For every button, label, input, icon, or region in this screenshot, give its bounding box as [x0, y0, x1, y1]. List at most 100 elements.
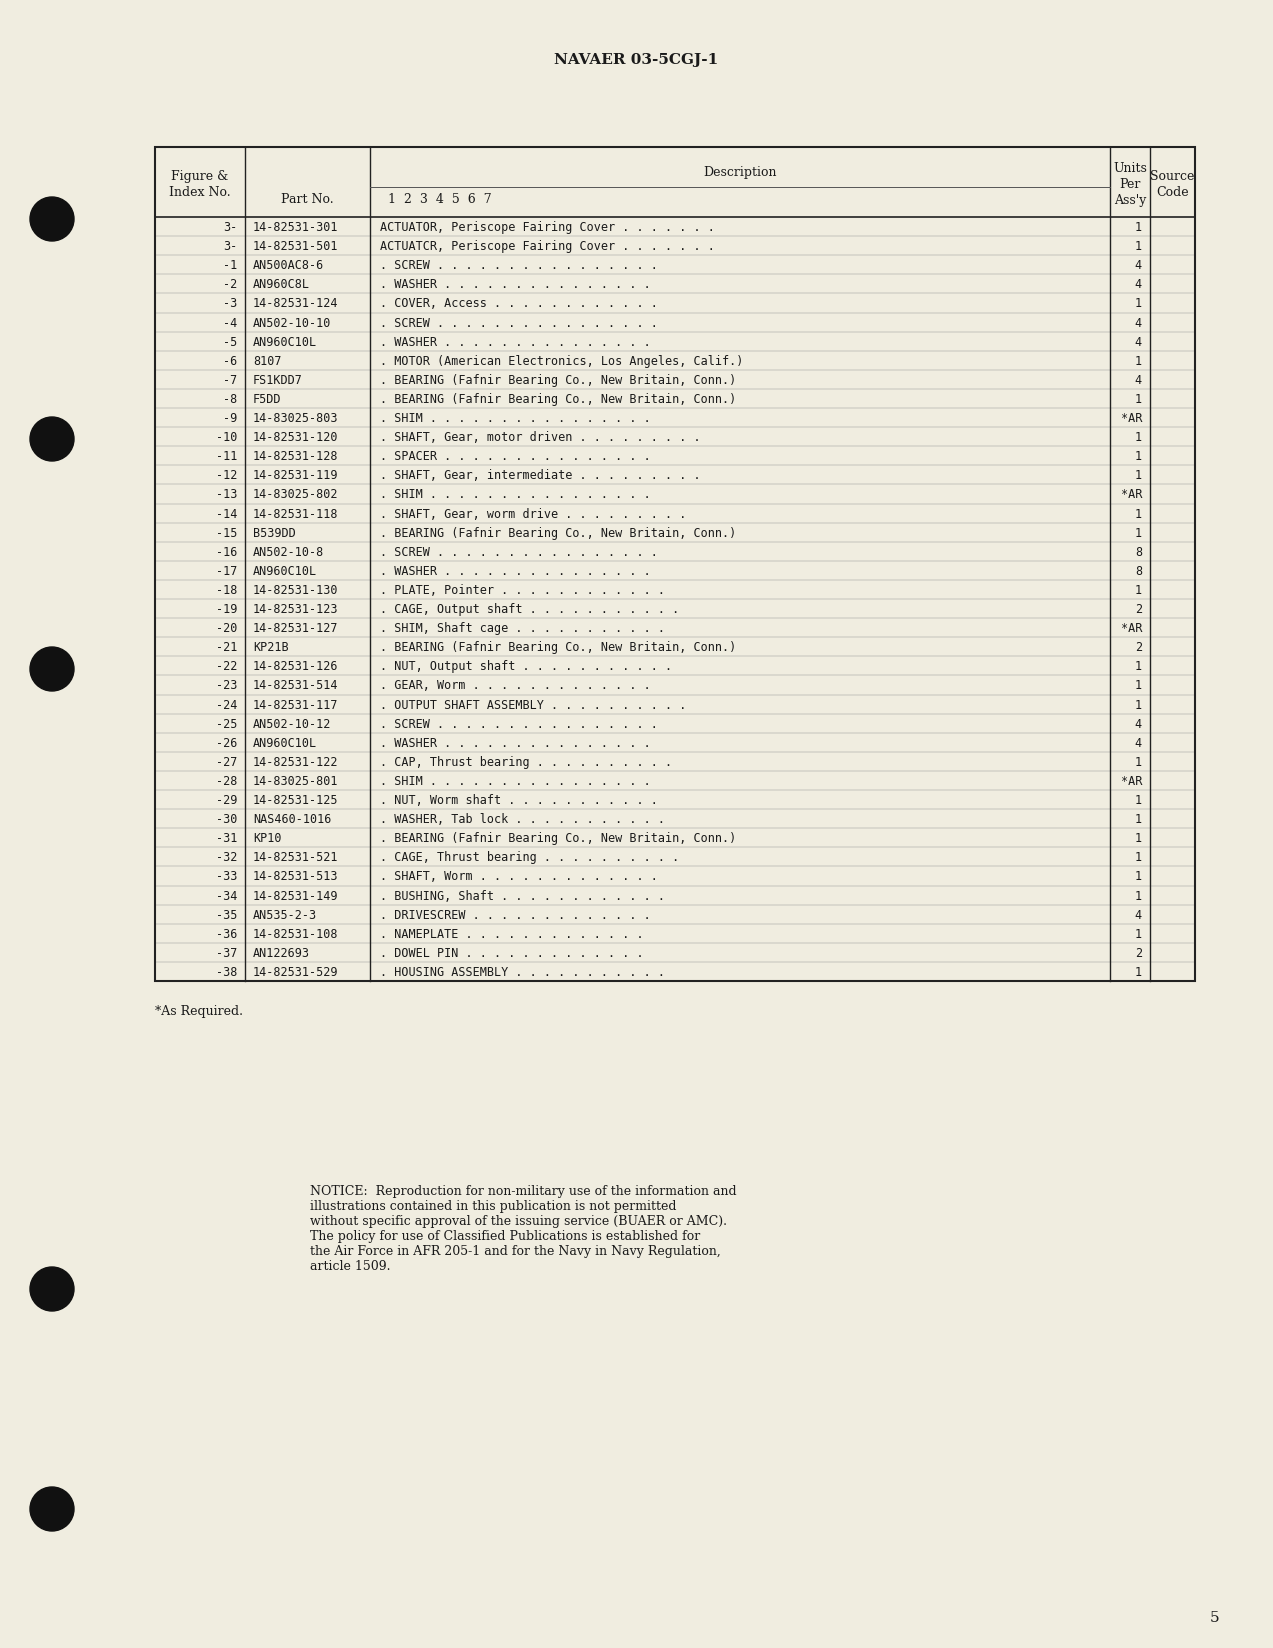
Text: NAS460-1016: NAS460-1016 — [253, 812, 331, 826]
Text: -13: -13 — [215, 488, 237, 501]
Text: Per: Per — [1119, 178, 1141, 191]
Text: NAVAER 03-5CGJ-1: NAVAER 03-5CGJ-1 — [554, 53, 719, 68]
Circle shape — [31, 417, 74, 461]
Text: 1: 1 — [1134, 583, 1142, 597]
Text: 14-82531-120: 14-82531-120 — [253, 430, 339, 443]
Text: -16: -16 — [215, 545, 237, 559]
Text: -30: -30 — [215, 812, 237, 826]
Text: 14-82531-149: 14-82531-149 — [253, 888, 339, 901]
Text: 4: 4 — [1134, 908, 1142, 921]
Text: . CAP, Thrust bearing . . . . . . . . . .: . CAP, Thrust bearing . . . . . . . . . … — [381, 755, 672, 768]
Text: -10: -10 — [215, 430, 237, 443]
Text: 4: 4 — [1134, 717, 1142, 730]
Text: Part No.: Part No. — [281, 193, 334, 206]
Text: ACTUATOR, Periscope Fairing Cover . . . . . . .: ACTUATOR, Periscope Fairing Cover . . . … — [381, 221, 715, 234]
Text: . WASHER . . . . . . . . . . . . . . .: . WASHER . . . . . . . . . . . . . . . — [381, 565, 651, 577]
Text: -14: -14 — [215, 508, 237, 521]
Text: 14-82531-513: 14-82531-513 — [253, 870, 339, 883]
Text: -21: -21 — [215, 641, 237, 654]
Text: . PLATE, Pointer . . . . . . . . . . . .: . PLATE, Pointer . . . . . . . . . . . . — [381, 583, 665, 597]
Text: -24: -24 — [215, 699, 237, 712]
Text: 14-82531-119: 14-82531-119 — [253, 470, 339, 483]
Text: Units: Units — [1113, 162, 1147, 175]
Text: -31: -31 — [215, 832, 237, 845]
Text: . SHAFT, Gear, motor driven . . . . . . . . .: . SHAFT, Gear, motor driven . . . . . . … — [381, 430, 700, 443]
Text: -1: -1 — [223, 259, 237, 272]
Text: -38: -38 — [215, 966, 237, 979]
Text: 1  2  3  4  5  6  7: 1 2 3 4 5 6 7 — [388, 193, 491, 206]
Text: 14-82531-501: 14-82531-501 — [253, 241, 339, 254]
Text: 1: 1 — [1134, 679, 1142, 692]
Text: AN960C10L: AN960C10L — [253, 737, 317, 750]
Text: . NUT, Worm shaft . . . . . . . . . . .: . NUT, Worm shaft . . . . . . . . . . . — [381, 794, 658, 806]
Text: 1: 1 — [1134, 966, 1142, 979]
Text: . WASHER, Tab lock . . . . . . . . . . .: . WASHER, Tab lock . . . . . . . . . . . — [381, 812, 665, 826]
Text: *AR: *AR — [1120, 775, 1142, 788]
Text: -32: -32 — [215, 850, 237, 864]
Text: AN502-10-10: AN502-10-10 — [253, 316, 331, 330]
Text: 1: 1 — [1134, 659, 1142, 672]
Text: -4: -4 — [223, 316, 237, 330]
Text: AN122693: AN122693 — [253, 946, 311, 959]
Text: AN535-2-3: AN535-2-3 — [253, 908, 317, 921]
Text: 1: 1 — [1134, 928, 1142, 939]
Text: . WASHER . . . . . . . . . . . . . . .: . WASHER . . . . . . . . . . . . . . . — [381, 336, 651, 348]
Text: NOTICE:  Reproduction for non-military use of the information and
illustrations : NOTICE: Reproduction for non-military us… — [311, 1185, 737, 1272]
Text: ACTUATCR, Periscope Fairing Cover . . . . . . .: ACTUATCR, Periscope Fairing Cover . . . … — [381, 241, 715, 254]
Text: -15: -15 — [215, 526, 237, 539]
Text: 1: 1 — [1134, 755, 1142, 768]
Text: FS1KDD7: FS1KDD7 — [253, 374, 303, 387]
Text: . SCREW . . . . . . . . . . . . . . . .: . SCREW . . . . . . . . . . . . . . . . — [381, 545, 658, 559]
Text: . CAGE, Thrust bearing . . . . . . . . . .: . CAGE, Thrust bearing . . . . . . . . .… — [381, 850, 680, 864]
Text: -27: -27 — [215, 755, 237, 768]
Text: 14-82531-124: 14-82531-124 — [253, 297, 339, 310]
Text: 1: 1 — [1134, 392, 1142, 405]
Text: . SHIM, Shaft cage . . . . . . . . . . .: . SHIM, Shaft cage . . . . . . . . . . . — [381, 621, 665, 634]
Text: 1: 1 — [1134, 470, 1142, 483]
Text: AN502-10-12: AN502-10-12 — [253, 717, 331, 730]
Text: . GEAR, Worm . . . . . . . . . . . . .: . GEAR, Worm . . . . . . . . . . . . . — [381, 679, 651, 692]
Text: -37: -37 — [215, 946, 237, 959]
Text: . NUT, Output shaft . . . . . . . . . . .: . NUT, Output shaft . . . . . . . . . . … — [381, 659, 672, 672]
Text: . SCREW . . . . . . . . . . . . . . . .: . SCREW . . . . . . . . . . . . . . . . — [381, 316, 658, 330]
Text: 1: 1 — [1134, 832, 1142, 845]
Text: Description: Description — [703, 166, 777, 180]
Text: -9: -9 — [223, 412, 237, 425]
Text: 2: 2 — [1134, 946, 1142, 959]
Text: -12: -12 — [215, 470, 237, 483]
Text: F5DD: F5DD — [253, 392, 281, 405]
Text: . SPACER . . . . . . . . . . . . . . .: . SPACER . . . . . . . . . . . . . . . — [381, 450, 651, 463]
Text: -5: -5 — [223, 336, 237, 348]
Text: 14-82531-130: 14-82531-130 — [253, 583, 339, 597]
Text: . HOUSING ASSEMBLY . . . . . . . . . . .: . HOUSING ASSEMBLY . . . . . . . . . . . — [381, 966, 665, 979]
Text: 2: 2 — [1134, 603, 1142, 616]
Text: . SHIM . . . . . . . . . . . . . . . .: . SHIM . . . . . . . . . . . . . . . . — [381, 412, 651, 425]
Text: -33: -33 — [215, 870, 237, 883]
Text: . BEARING (Fafnir Bearing Co., New Britain, Conn.): . BEARING (Fafnir Bearing Co., New Brita… — [381, 392, 736, 405]
Text: -17: -17 — [215, 565, 237, 577]
Text: B539DD: B539DD — [253, 526, 295, 539]
Bar — [155, 148, 1195, 982]
Text: . BEARING (Fafnir Bearing Co., New Britain, Conn.): . BEARING (Fafnir Bearing Co., New Brita… — [381, 832, 736, 845]
Text: 14-82531-118: 14-82531-118 — [253, 508, 339, 521]
Text: . NAMEPLATE . . . . . . . . . . . . .: . NAMEPLATE . . . . . . . . . . . . . — [381, 928, 644, 939]
Text: AN960C10L: AN960C10L — [253, 565, 317, 577]
Text: 14-83025-801: 14-83025-801 — [253, 775, 339, 788]
Text: -8: -8 — [223, 392, 237, 405]
Text: AN960C10L: AN960C10L — [253, 336, 317, 348]
Text: Source: Source — [1151, 170, 1194, 183]
Text: . BEARING (Fafnir Bearing Co., New Britain, Conn.): . BEARING (Fafnir Bearing Co., New Brita… — [381, 374, 736, 387]
Text: *AR: *AR — [1120, 621, 1142, 634]
Text: 14-82531-514: 14-82531-514 — [253, 679, 339, 692]
Text: . SHAFT, Worm . . . . . . . . . . . . .: . SHAFT, Worm . . . . . . . . . . . . . — [381, 870, 658, 883]
Text: . SHIM . . . . . . . . . . . . . . . .: . SHIM . . . . . . . . . . . . . . . . — [381, 488, 651, 501]
Text: 14-82531-127: 14-82531-127 — [253, 621, 339, 634]
Text: 14-82531-108: 14-82531-108 — [253, 928, 339, 939]
Text: 4: 4 — [1134, 279, 1142, 292]
Text: 14-82531-128: 14-82531-128 — [253, 450, 339, 463]
Text: KP21B: KP21B — [253, 641, 289, 654]
Text: Figure &: Figure & — [172, 170, 229, 183]
Text: -22: -22 — [215, 659, 237, 672]
Text: 1: 1 — [1134, 794, 1142, 806]
Text: Ass'y: Ass'y — [1114, 194, 1146, 208]
